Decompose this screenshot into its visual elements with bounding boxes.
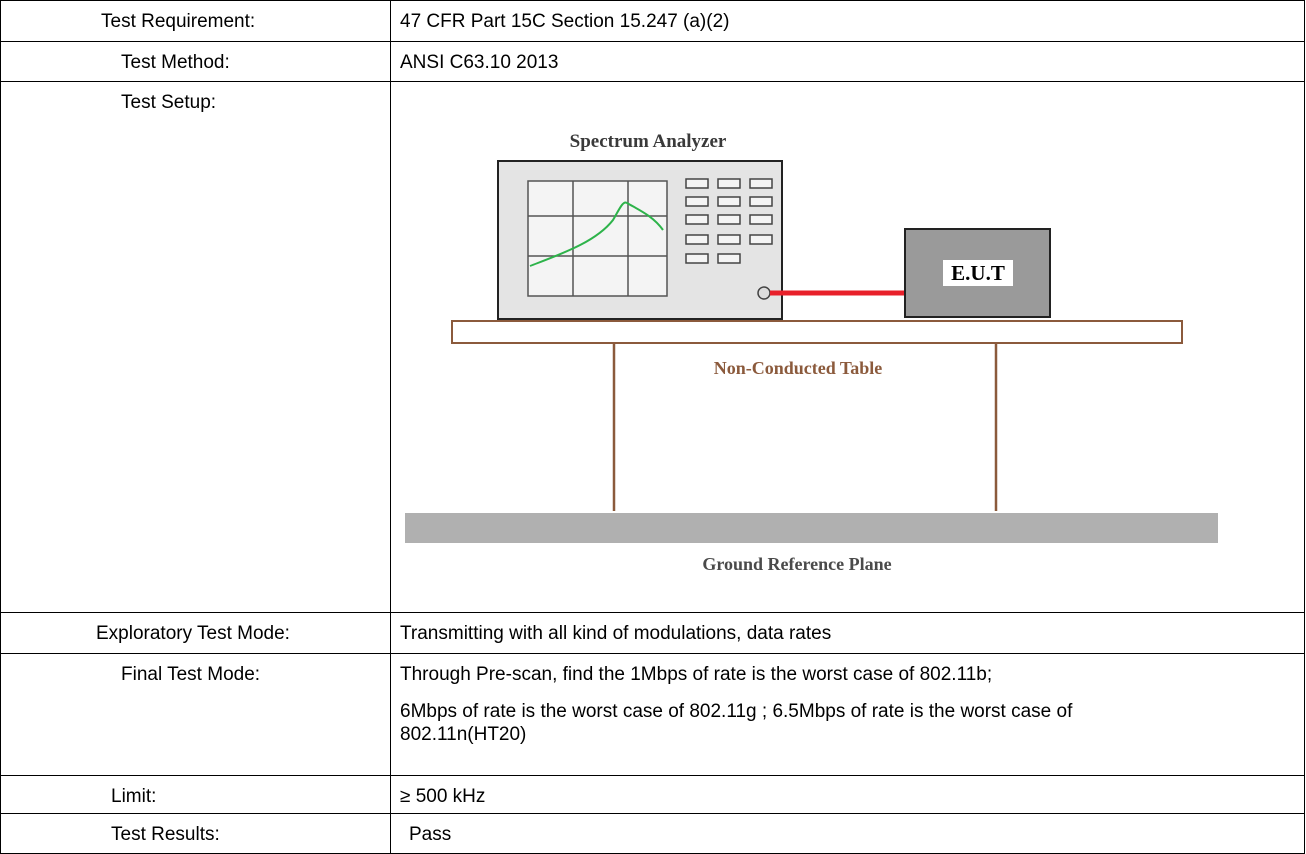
ground-label: Ground Reference Plane xyxy=(702,554,891,574)
label: Test Method: xyxy=(0,41,391,82)
label: Final Test Mode: xyxy=(0,653,391,776)
label: Exploratory Test Mode: xyxy=(0,612,391,654)
value: Through Pre-scan, find the 1Mbps of rate… xyxy=(390,653,1305,776)
screen-grid xyxy=(528,181,667,296)
diagram-cell: Spectrum Analyzer xyxy=(390,81,1305,613)
row: Test Requirement: 47 CFR Part 15C Sectio… xyxy=(0,0,1305,42)
value: ANSI C63.10 2013 xyxy=(390,41,1305,82)
eut-label: E.U.T xyxy=(951,261,1005,285)
row: Limit: ≥ 500 kHz xyxy=(0,775,1305,814)
table-label: Non-Conducted Table xyxy=(714,358,883,378)
eut-label-bg xyxy=(943,260,1013,286)
setup-diagram: Spectrum Analyzer xyxy=(405,131,1218,574)
row: Test Method: ANSI C63.10 2013 xyxy=(0,41,1305,82)
row: Test Results: Pass xyxy=(0,813,1305,854)
port xyxy=(757,286,771,300)
table-top xyxy=(451,320,1183,344)
row: Exploratory Test Mode: Transmitting with… xyxy=(0,612,1305,654)
buttons xyxy=(685,178,773,264)
paragraph: 6Mbps of rate is the worst case of 802.1… xyxy=(400,701,1073,745)
value: ≥ 500 kHz xyxy=(390,775,1305,814)
paragraph: Through Pre-scan, find the 1Mbps of rate… xyxy=(400,664,993,685)
label: Test Results: xyxy=(0,813,391,854)
ground-plane xyxy=(405,513,1218,543)
label: Test Requirement: xyxy=(0,0,391,42)
trace xyxy=(529,201,664,267)
row: Test Setup: Spectrum Analyzer xyxy=(0,81,1305,613)
value: Pass xyxy=(390,813,1305,854)
label: Limit: xyxy=(0,775,391,814)
label: Test Setup: xyxy=(0,81,391,613)
value: 47 CFR Part 15C Section 15.247 (a)(2) xyxy=(390,0,1305,42)
row: Final Test Mode: Through Pre-scan, find … xyxy=(0,653,1305,776)
value: Transmitting with all kind of modulation… xyxy=(390,612,1305,654)
analyzer-screen xyxy=(527,180,668,297)
analyzer-label: Spectrum Analyzer xyxy=(570,131,727,152)
